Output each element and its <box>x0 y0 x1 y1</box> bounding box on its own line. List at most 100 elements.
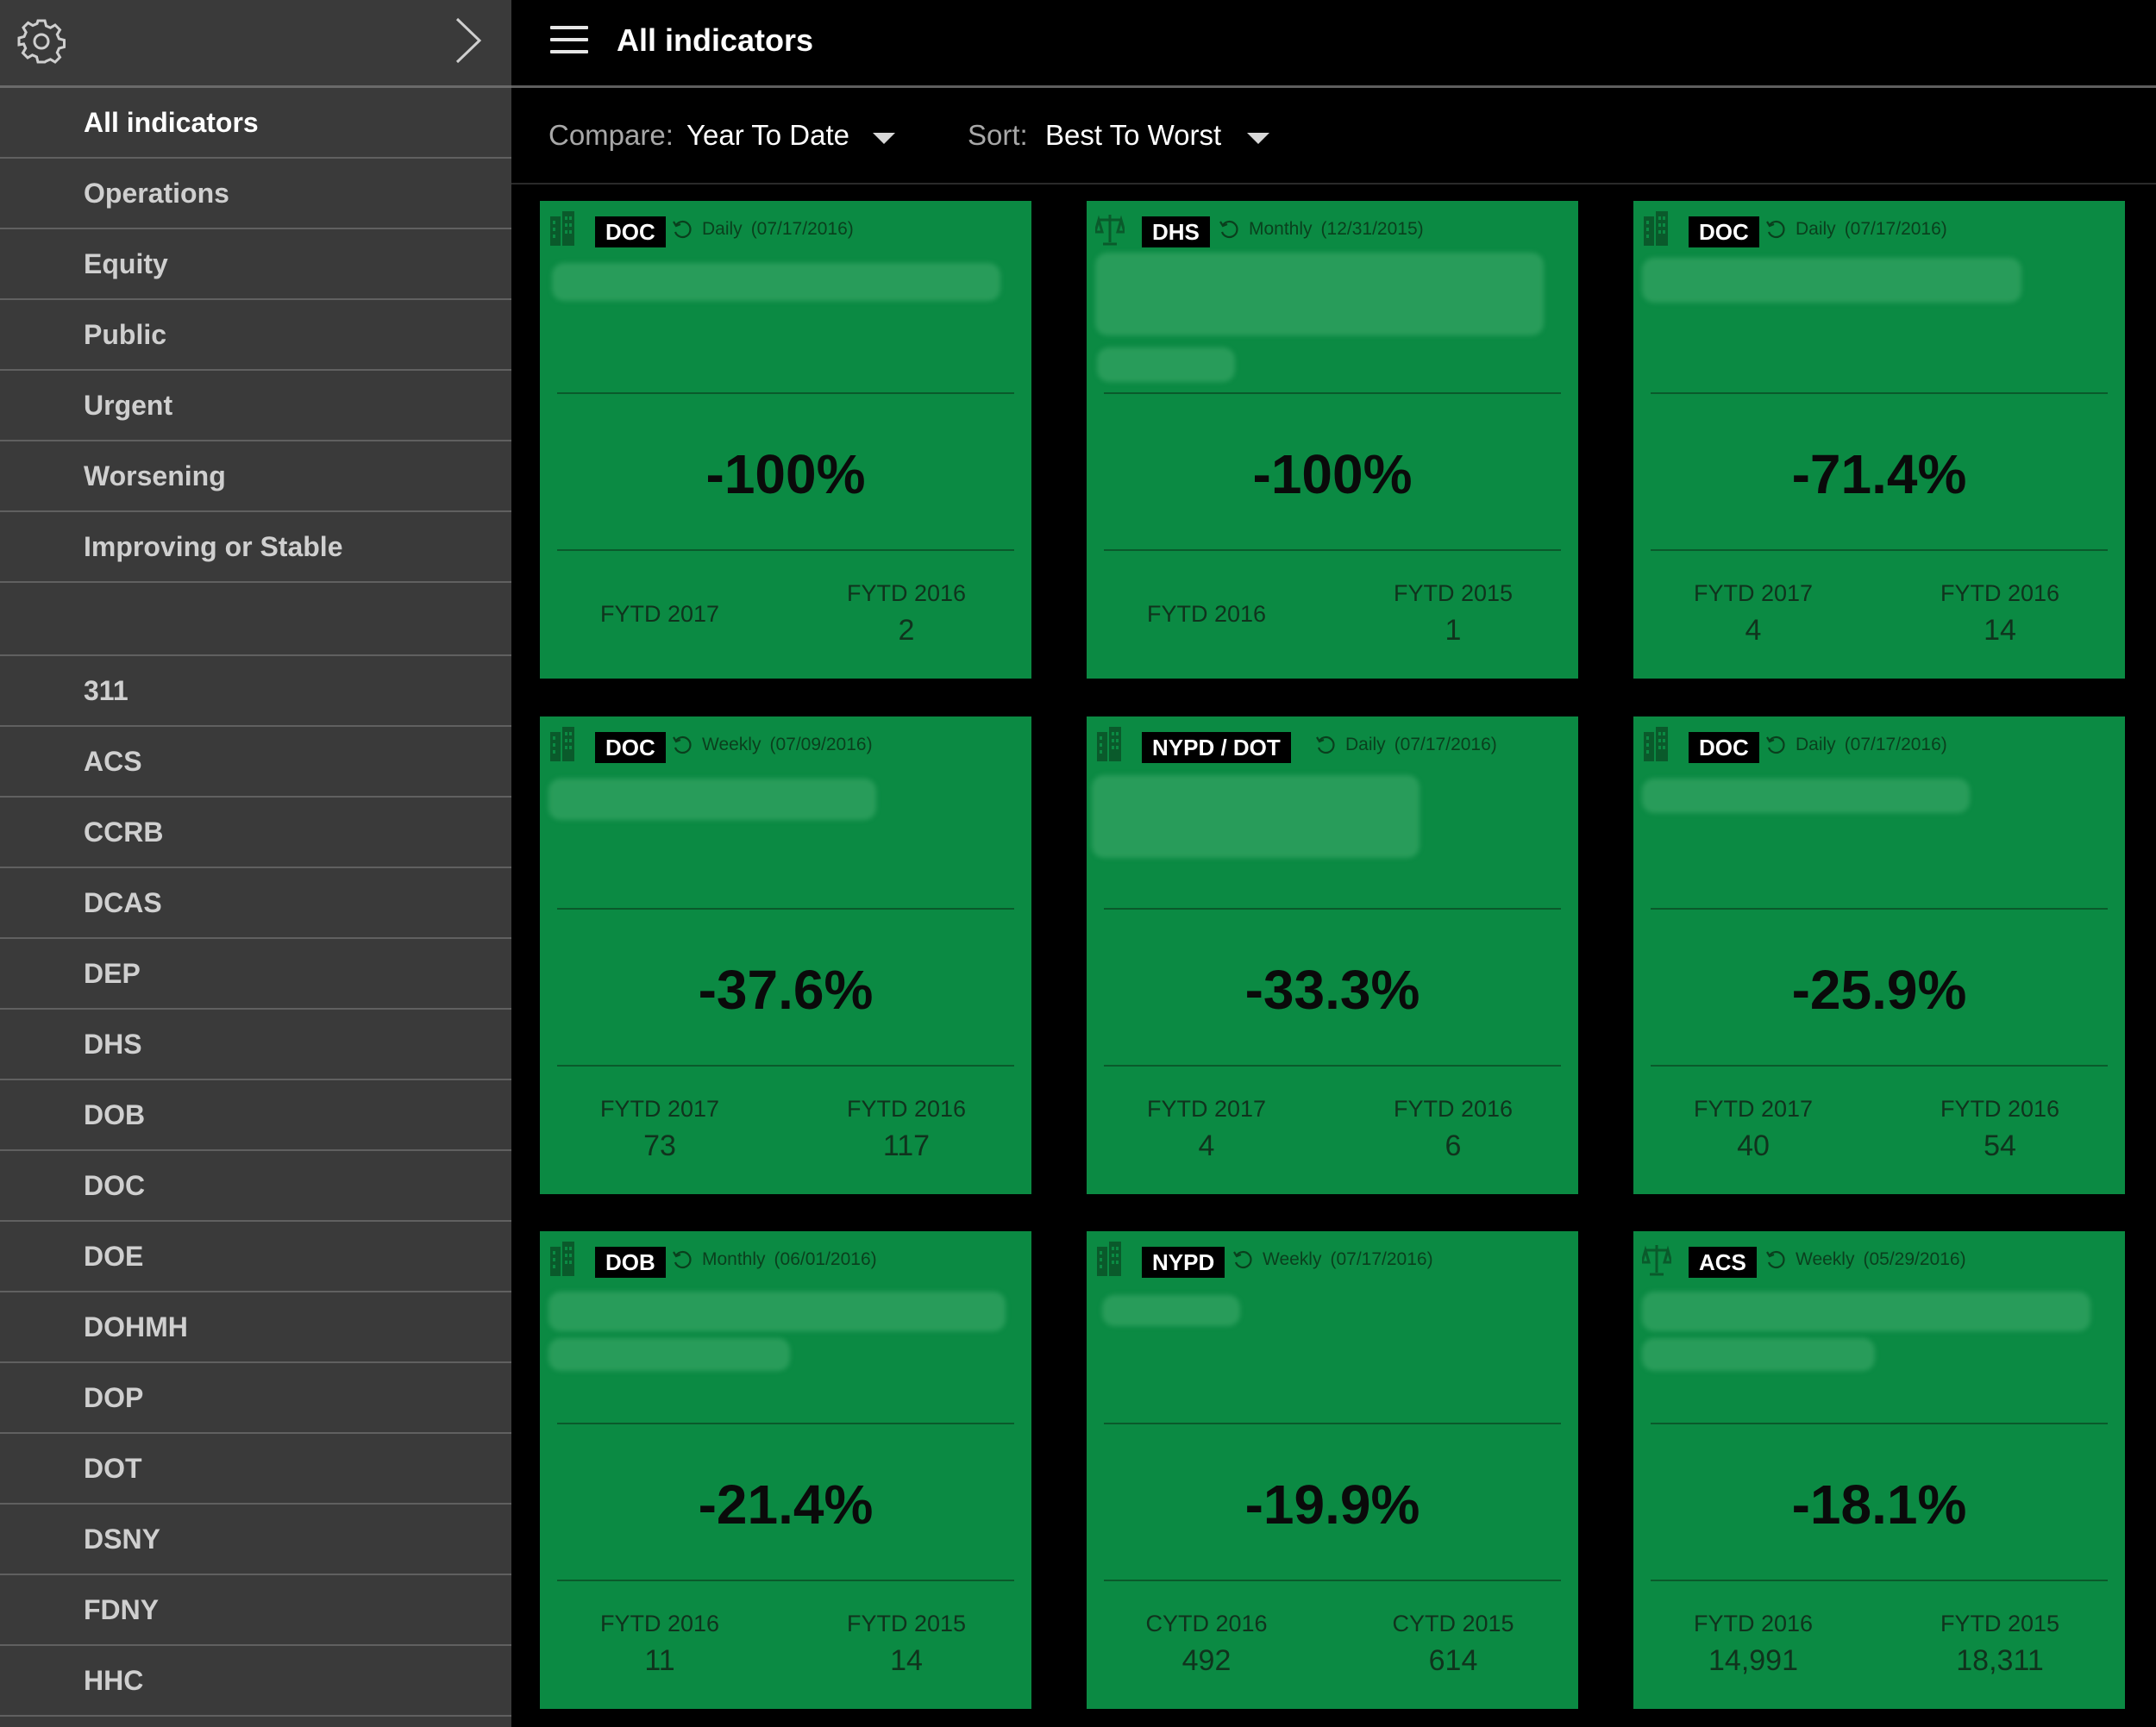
divider <box>557 392 1014 394</box>
current-period-label: FYTD 2017 <box>1146 1096 1267 1122</box>
percent-change: -33.3% <box>1244 959 1420 1021</box>
building-icon <box>550 1242 574 1276</box>
indicator-card[interactable]: ACS Weekly (05/29/2016) -18.1% FYTD 2016 14,9… <box>1633 1231 2125 1709</box>
gear-icon[interactable] <box>16 16 67 67</box>
prior-period-label: FYTD 2016 <box>1940 580 2060 606</box>
indicator-card[interactable]: NYPD / DOT Daily (07/17/2016) -33.3% FYTD 20… <box>1087 716 1578 1194</box>
indicator-card[interactable]: DOC Daily (07/17/2016) -100% FYTD 2017 FYTD 2… <box>540 201 1031 679</box>
sort-dropdown[interactable]: Best To Worst <box>1045 119 1222 151</box>
current-period-value: 4 <box>1198 1129 1215 1162</box>
divider <box>1651 908 2108 910</box>
redacted-title <box>1642 779 1970 813</box>
indicator-card[interactable]: NYPD Weekly (07/17/2016) -19.9% CYTD 2016 492… <box>1087 1231 1578 1709</box>
sidebar-item-dot[interactable]: DOT <box>0 1434 511 1505</box>
sidebar-item-urgent[interactable]: Urgent <box>0 371 511 441</box>
update-date: (07/17/2016) <box>1394 735 1497 754</box>
redacted-title <box>548 1338 790 1371</box>
chevron-down-icon[interactable] <box>1247 133 1269 144</box>
sidebar-item-dsny[interactable]: DSNY <box>0 1505 511 1575</box>
sidebar-item-dcas[interactable]: DCAS <box>0 868 511 939</box>
refresh-icon <box>1219 220 1238 239</box>
sidebar-item-equity[interactable]: Equity <box>0 229 511 300</box>
current-period-label: FYTD 2016 <box>1146 601 1267 627</box>
sidebar-item-doe[interactable]: DOE <box>0 1222 511 1292</box>
indicator-card[interactable]: DHS Monthly (12/31/2015) -100% FYTD 2016 FYTD… <box>1087 201 1578 679</box>
sidebar-item-worsening[interactable]: Worsening <box>0 441 511 512</box>
divider <box>1104 549 1561 551</box>
prior-period-value: 1 <box>1445 614 1462 647</box>
percent-change: -18.1% <box>1791 1474 1967 1536</box>
scales-icon <box>1642 1245 1671 1276</box>
divider <box>1651 392 2108 394</box>
prior-period-label: FYTD 2016 <box>1393 1096 1514 1122</box>
sidebar-item-dhs[interactable]: DHS <box>0 1010 511 1080</box>
refresh-icon <box>673 1250 692 1269</box>
update-date: (07/17/2016) <box>1844 219 1947 239</box>
sidebar-item-hhc[interactable]: HHC <box>0 1646 511 1717</box>
frequency-label: Weekly <box>1263 1249 1322 1269</box>
prior-period: FYTD 2015 1 <box>1350 580 1557 648</box>
filter-bar: Compare: Year To Date Sort: Best To Wors… <box>511 88 2156 185</box>
frequency-label: Daily <box>1796 735 1836 754</box>
update-frequency: Weekly (07/17/2016) <box>1232 1248 1433 1271</box>
update-frequency: Daily (07/17/2016) <box>1764 734 1947 756</box>
sidebar-item-doc[interactable]: DOC <box>0 1151 511 1222</box>
current-period-label: CYTD 2016 <box>1145 1611 1268 1636</box>
percent-change: -19.9% <box>1244 1474 1420 1536</box>
refresh-icon <box>1766 735 1785 754</box>
sidebar-item-ccrb[interactable]: CCRB <box>0 798 511 868</box>
divider <box>1104 392 1561 394</box>
sidebar-item-acs[interactable]: ACS <box>0 727 511 798</box>
sidebar-item-dob[interactable]: DOB <box>0 1080 511 1151</box>
agency-tag: DOC <box>595 732 666 763</box>
frequency-label: Weekly <box>702 735 761 754</box>
redacted-title <box>1642 1292 2090 1331</box>
building-icon <box>1644 727 1668 761</box>
indicator-card[interactable]: DOB Monthly (06/01/2016) -21.4% FYTD 2016 11 F… <box>540 1231 1031 1709</box>
sidebar-item-improving-or-stable[interactable]: Improving or Stable <box>0 512 511 583</box>
hamburger-menu-icon[interactable] <box>550 26 588 57</box>
current-period: FYTD 2017 40 <box>1650 1096 1857 1163</box>
agency-tag: NYPD <box>1142 1247 1225 1278</box>
update-frequency: Weekly (07/09/2016) <box>671 734 873 756</box>
update-frequency: Monthly (06/01/2016) <box>671 1248 877 1271</box>
prior-period-label: FYTD 2016 <box>846 580 967 606</box>
current-period-value: 4 <box>1745 614 1762 647</box>
agency-tag: ACS <box>1689 1247 1757 1278</box>
compare-dropdown[interactable]: Year To Date <box>686 119 849 151</box>
sidebar-item-fdny[interactable]: FDNY <box>0 1575 511 1646</box>
prior-period-label: FYTD 2015 <box>1940 1611 2060 1636</box>
sidebar-item-all-indicators[interactable]: All indicators <box>0 88 511 159</box>
current-period-value: 492 <box>1181 1644 1232 1677</box>
sidebar-item-operations[interactable]: Operations <box>0 159 511 229</box>
update-date: (12/31/2015) <box>1320 219 1424 239</box>
sidebar-item-311[interactable]: 311 <box>0 656 511 727</box>
chevron-right-icon[interactable] <box>448 14 488 67</box>
indicator-card[interactable]: DOC Daily (07/17/2016) -71.4% FYTD 2017 4 FYTD… <box>1633 201 2125 679</box>
indicator-card[interactable]: DOC Weekly (07/09/2016) -37.6% FYTD 2017 73 FY… <box>540 716 1031 1194</box>
prior-period: CYTD 2015 614 <box>1350 1611 1557 1678</box>
page-title: All indicators <box>617 22 814 58</box>
indicator-card[interactable]: DOC Daily (07/17/2016) -25.9% FYTD 2017 40 FYT… <box>1633 716 2125 1194</box>
sidebar-item-dohmh[interactable]: DOHMH <box>0 1292 511 1363</box>
sidebar-item-public[interactable]: Public <box>0 300 511 371</box>
redacted-title <box>1092 775 1420 858</box>
current-period-label: FYTD 2016 <box>1693 1611 1814 1636</box>
sidebar-item-dop[interactable]: DOP <box>0 1363 511 1434</box>
divider <box>557 1580 1014 1581</box>
chevron-down-icon[interactable] <box>873 133 895 144</box>
current-period: FYTD 2017 <box>556 601 763 628</box>
refresh-icon <box>1766 1250 1785 1269</box>
agency-tag: DOB <box>595 1247 666 1278</box>
divider <box>1104 1580 1561 1581</box>
divider <box>1651 1423 2108 1424</box>
current-period-value: 40 <box>1737 1129 1770 1162</box>
prior-period-label: CYTD 2015 <box>1392 1611 1514 1636</box>
sidebar-item-dep[interactable]: DEP <box>0 939 511 1010</box>
percent-change: -100% <box>1252 443 1413 505</box>
divider <box>1651 549 2108 551</box>
prior-period: FYTD 2016 54 <box>1896 1096 2103 1163</box>
update-frequency: Weekly (05/29/2016) <box>1764 1248 1966 1271</box>
prior-period-value: 2 <box>898 614 915 647</box>
prior-period-label: FYTD 2016 <box>846 1096 967 1122</box>
